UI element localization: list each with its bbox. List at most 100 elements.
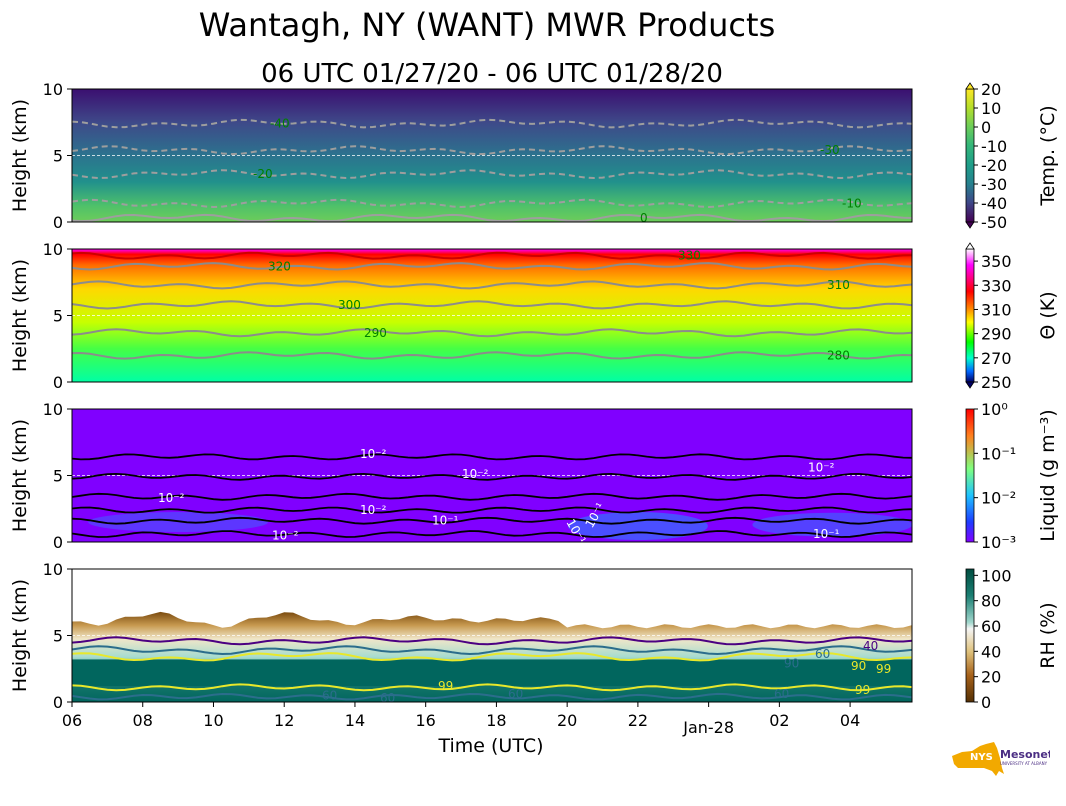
theta-contour-label: 310 (827, 278, 850, 292)
y-tick-label: 0 (53, 213, 63, 232)
colorbar-extend-bottom (965, 381, 975, 389)
theta-contour-label: 290 (364, 326, 387, 340)
y-tick-label: 10 (43, 560, 63, 579)
theta-contour-320 (71, 262, 913, 271)
colorbar-extend-top (965, 242, 975, 250)
colorbar-theta: 350 330 310 290 270 250 Θ (K) (965, 242, 1059, 392)
rh-contour-label: 90 (851, 659, 866, 673)
rh-contour-label: 99 (855, 683, 870, 697)
liquid-contour (71, 453, 913, 461)
rh-contour-label: 99 (876, 662, 891, 676)
x-tick-label: 14 (345, 711, 365, 730)
logo-nys: NYS (970, 752, 993, 763)
temp-contour-label: -30 (820, 143, 840, 157)
x-tick-label: 18 (486, 711, 506, 730)
colorbar-liquid: 10⁰ 10⁻¹ 10⁻² 10⁻³ Liquid (g m⁻³) (965, 400, 1059, 552)
x-tick-label: 22 (628, 711, 648, 730)
x-tick-label: 04 (840, 711, 860, 730)
theta-contour-330 (71, 251, 913, 260)
y-axis-label: Height (km) (9, 579, 31, 692)
rh-contour-label: 90 (784, 656, 799, 670)
colorbar-bar (965, 248, 975, 383)
rh-contour-90 (71, 652, 913, 662)
y-tick-label: 10 (43, 80, 63, 99)
liquid-contour (71, 472, 913, 481)
colorbar-tick-label: 10⁻² (981, 489, 1016, 508)
x-tick-label: 20 (557, 711, 577, 730)
y-tick-label: 10 (43, 400, 63, 419)
y-axis-label: Height (km) (9, 259, 31, 372)
colorbar-extend-top (965, 82, 975, 90)
x-tick-label: 06 (62, 711, 82, 730)
y-axis-label: Height (km) (9, 419, 31, 532)
logo-mesonet: Mesonet (1000, 748, 1050, 761)
theta-contour-280 (71, 351, 913, 360)
liquid-contour (71, 492, 913, 501)
theta-contour-label: 300 (338, 298, 361, 312)
colorbar-tick-label: 10 (981, 99, 1001, 118)
rh-contour-label: 99 (438, 679, 453, 693)
rh-contour-60-low (71, 692, 913, 701)
temp-contour-label: -40 (270, 117, 290, 131)
liquid-contour-label: 10⁻² (272, 528, 299, 542)
rh-contour-60 (71, 645, 913, 656)
theta-contour-310 (71, 280, 913, 290)
colorbar-tick-label: 80 (981, 592, 1001, 611)
colorbar-tick-label: -10 (981, 137, 1007, 156)
y-tick-label: 0 (53, 533, 63, 552)
liquid-contour (71, 506, 913, 514)
liquid-cloud-blob (567, 512, 708, 541)
colorbar-label: Liquid (g m⁻³) (1037, 409, 1059, 541)
colorbar-label: RH (%) (1037, 602, 1059, 668)
colorbar-bar (965, 568, 975, 703)
logo-univ: UNIVERSITY AT ALBANY (1000, 761, 1048, 766)
x-tick-label: 08 (133, 711, 153, 730)
colorbar-bar (965, 88, 975, 223)
temp-contour--40 (71, 118, 913, 129)
colorbar-tick-label: -40 (981, 194, 1007, 213)
theta-contour-300 (71, 300, 913, 310)
colorbar-bar (965, 408, 975, 543)
rh-contour-label: 60 (322, 688, 337, 702)
y-tick-label: 0 (53, 373, 63, 392)
temp-contour--30 (71, 145, 913, 156)
temp-contour-0 (71, 213, 913, 223)
liquid-contour-label: 10⁻² (462, 467, 489, 481)
x-axis-label: Time (UTC) (437, 735, 543, 757)
x-tick-label: 02 (769, 711, 789, 730)
temp-contour-label: 0 (640, 211, 648, 225)
colorbar-tick-label: -50 (981, 213, 1007, 232)
colorbar-tick-label: 0 (981, 693, 991, 712)
x-tick-label: 12 (274, 711, 294, 730)
colorbar-tick-label: 0 (981, 118, 991, 137)
theta-contour-label: 320 (268, 259, 291, 273)
colorbar-extend-bottom (965, 221, 975, 229)
liquid-contour (71, 530, 913, 538)
colorbar-tick-label: 10⁻¹ (981, 444, 1016, 463)
rh-contour-label: 60 (815, 647, 830, 661)
x-tick-label: 16 (416, 711, 436, 730)
temp-contour--20 (71, 169, 913, 180)
y-tick-label: 5 (53, 307, 63, 326)
liquid-contour-label: 10⁻² (360, 503, 387, 517)
colorbar-tick-label: 330 (981, 276, 1012, 295)
x-tick-label: 10 (203, 711, 223, 730)
panel-liquid: 10⁻²10⁻²10⁻²10⁻²10⁻²10⁻²10⁻¹10⁻¹10⁻¹10⁻¹… (9, 400, 1059, 552)
colorbar-tick-label: 40 (981, 642, 1001, 661)
colorbar-tick-label: 100 (981, 566, 1012, 585)
theta-contour-label: 330 (678, 249, 701, 263)
colorbar-tick-label: 350 (981, 252, 1012, 271)
liquid-contour-label: 10⁻¹ (813, 527, 840, 541)
y-axis-label: Height (km) (9, 99, 31, 212)
colorbar-tick-label: 10⁻³ (981, 533, 1016, 552)
y-tick-label: 5 (53, 627, 63, 646)
rh-contour-label: 60 (380, 691, 395, 705)
colorbar-rh: 100 80 60 40 20 0 RH (%) (965, 566, 1059, 712)
colorbar-tick-label: 20 (981, 668, 1001, 687)
colorbar-tick-label: 290 (981, 325, 1012, 344)
temp-contour--10 (71, 198, 913, 209)
rh-contour-label: 60 (774, 687, 789, 701)
